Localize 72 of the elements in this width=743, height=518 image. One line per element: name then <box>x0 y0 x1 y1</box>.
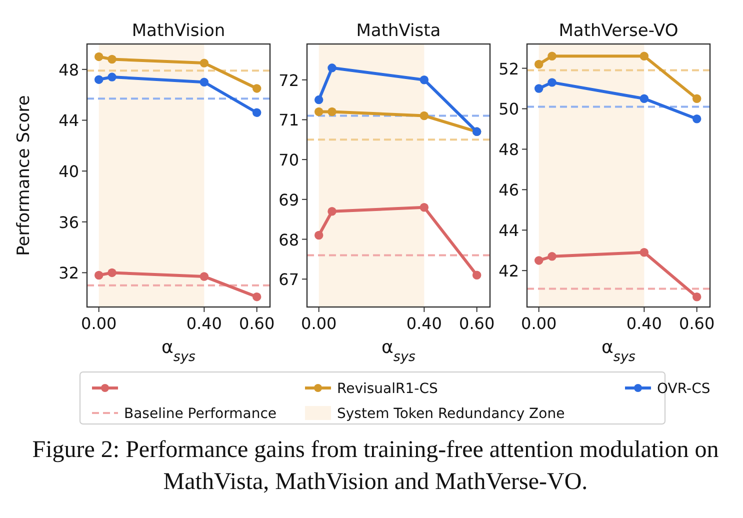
y-tick-label: 36 <box>58 212 79 232</box>
point <box>420 111 429 120</box>
point <box>252 84 262 93</box>
point <box>94 52 104 62</box>
y-axis-title: Performance Score <box>14 95 34 256</box>
point <box>640 94 649 103</box>
y-tick-label: 40 <box>58 162 79 182</box>
x-tick-label: 0.60 <box>459 314 495 333</box>
point <box>548 252 556 261</box>
x-tick-label: 0.60 <box>239 314 275 333</box>
point <box>534 60 544 69</box>
legend-label: OVR-CS <box>657 381 710 397</box>
point <box>94 270 104 280</box>
point <box>692 114 702 124</box>
y-tick-label: 32 <box>58 264 79 283</box>
x-tick-label: 0.40 <box>186 314 222 333</box>
legend-label: RevisualR1-CS <box>337 381 438 397</box>
y-tick-label: 48 <box>58 60 79 80</box>
y-tick-label: 52 <box>498 59 519 78</box>
y-tick-label: 44 <box>58 111 79 130</box>
point <box>328 207 336 216</box>
y-tick-label: 72 <box>278 70 299 90</box>
y-tick-label: 50 <box>498 100 519 119</box>
x-tick-label: 0.60 <box>679 314 715 333</box>
point <box>548 52 556 60</box>
point <box>692 292 702 302</box>
point <box>314 95 324 104</box>
point <box>420 203 429 212</box>
legend-label: Baseline Performance <box>124 406 277 422</box>
x-tick-label: 0.40 <box>406 314 442 333</box>
point <box>640 248 649 257</box>
y-tick-label: 48 <box>498 140 519 160</box>
point <box>252 292 262 302</box>
chart-title: MathVerse-VO <box>558 21 678 41</box>
point <box>314 230 324 240</box>
point <box>200 78 209 86</box>
y-tick-label: 68 <box>278 230 299 250</box>
point <box>94 75 104 84</box>
x-tick-label: 0.00 <box>301 314 337 333</box>
y-tick-label: 46 <box>498 180 519 200</box>
y-tick-label: 70 <box>278 150 299 170</box>
point <box>108 54 116 64</box>
point <box>200 272 209 281</box>
point <box>420 76 429 84</box>
point <box>328 64 336 72</box>
point <box>200 58 209 68</box>
point <box>328 107 336 116</box>
point <box>640 52 649 60</box>
point <box>692 94 702 103</box>
x-axis-title: α$_{sys}$ <box>602 337 636 365</box>
point <box>548 78 556 87</box>
y-tick-label: 71 <box>278 110 299 130</box>
y-tick-label: 69 <box>278 190 299 210</box>
point <box>534 256 544 265</box>
y-tick-label: 44 <box>498 221 519 240</box>
point <box>108 72 116 82</box>
chart-title: MathVision <box>132 21 226 41</box>
chart-title: MathVista <box>356 21 441 41</box>
x-axis-title: α$_{sys}$ <box>382 337 416 365</box>
x-tick-label: 0.00 <box>521 314 557 333</box>
point <box>108 268 116 278</box>
point <box>472 270 482 280</box>
caption: Figure 2: Performance gains from training-free attention modulation on MathVista, MathVision and MathVerse-VO. <box>31 436 720 497</box>
point <box>252 108 262 117</box>
y-tick-label: 42 <box>498 262 519 281</box>
legend-label: System Token Redundancy Zone <box>337 406 565 422</box>
x-axis-title: α$_{sys}$ <box>162 337 196 365</box>
y-tick-label: 67 <box>278 270 299 290</box>
point <box>534 84 544 93</box>
point <box>314 107 324 116</box>
x-tick-label: 0.00 <box>81 314 117 333</box>
x-tick-label: 0.40 <box>626 314 662 333</box>
